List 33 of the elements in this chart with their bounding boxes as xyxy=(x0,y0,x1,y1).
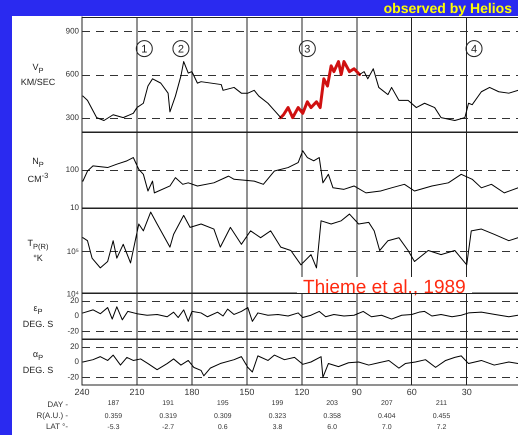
y-tick-label: 600 xyxy=(66,70,80,79)
x-tick-label: 30 xyxy=(462,386,472,397)
x-tick-label: 90 xyxy=(352,386,362,397)
y-tick-label: 10⁵ xyxy=(66,247,79,256)
y-axis-title: ε$_{P}$ DEG. S xyxy=(22,302,54,330)
y-tick-label: 0 xyxy=(74,357,80,366)
x-tick-label: 210 xyxy=(129,386,144,397)
annotation: Thieme et al., 1989 xyxy=(297,277,472,299)
text: R(A.U.) - xyxy=(36,411,68,420)
y-tick-label: -20 xyxy=(67,326,80,336)
x2-axis-title: DAY - xyxy=(47,400,68,410)
y-axis-title: T$_{P(R)}$ °K xyxy=(26,236,50,264)
y-tick-label: 100 xyxy=(66,165,80,174)
x-tick-label: 240 xyxy=(74,386,90,397)
chart-title: observed by Helios xyxy=(384,0,512,16)
annotation: 3 xyxy=(304,44,310,56)
y-tick-label: 300 xyxy=(66,112,80,122)
y-tick-label: 10 xyxy=(70,203,80,212)
x-tick-label: 120 xyxy=(294,386,310,397)
text: LAT °- xyxy=(46,422,68,432)
y-axis-title: α$_{P}$ DEG. S xyxy=(22,348,54,376)
x-tick-label: 180 xyxy=(184,386,200,397)
y-axis-title: V$_{P}$ KM/SEC xyxy=(20,60,56,88)
y-tick-label: 20 xyxy=(70,342,80,351)
annotation: 4 xyxy=(470,44,478,56)
y-axis-title: N$_{P}$ CM$^{-3}$ xyxy=(26,154,50,186)
annotation: 2 xyxy=(178,44,184,56)
y-tick-label: 0 xyxy=(74,311,80,320)
annotation: 1 xyxy=(141,44,148,56)
y-tick-label: 900 xyxy=(66,26,80,36)
y-tick-label: -20 xyxy=(67,372,80,382)
x-tick-label: 60 xyxy=(406,386,417,397)
x-tick-label: 150 xyxy=(239,386,254,397)
